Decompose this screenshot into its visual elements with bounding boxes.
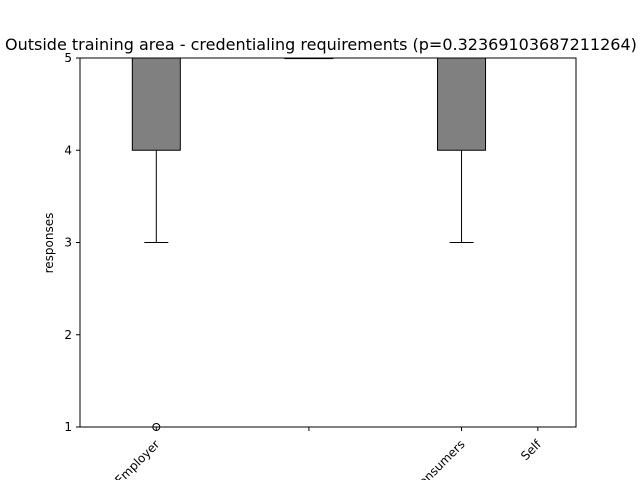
box-iqr bbox=[437, 57, 487, 151]
x-tick-label: Employer bbox=[112, 437, 162, 480]
y-tick-label: 3 bbox=[64, 236, 72, 250]
box-element bbox=[437, 57, 487, 243]
y-tick-label: 1 bbox=[64, 420, 72, 434]
x-tick-label: Self bbox=[518, 437, 544, 463]
plot-area: 1 2 3 4 5 Employer Consumers Self bbox=[64, 51, 544, 480]
y-tick-label: 5 bbox=[64, 51, 72, 65]
chart-title: Outside training area - credentialing re… bbox=[5, 35, 637, 54]
box-iqr bbox=[131, 57, 181, 151]
y-tick-label: 4 bbox=[64, 143, 72, 157]
x-tick-label: Consumers bbox=[410, 437, 468, 480]
plot-frame bbox=[79, 57, 577, 428]
y-tick-label: 2 bbox=[64, 328, 72, 342]
box-element bbox=[131, 57, 181, 431]
y-axis-label: responses bbox=[42, 213, 56, 274]
